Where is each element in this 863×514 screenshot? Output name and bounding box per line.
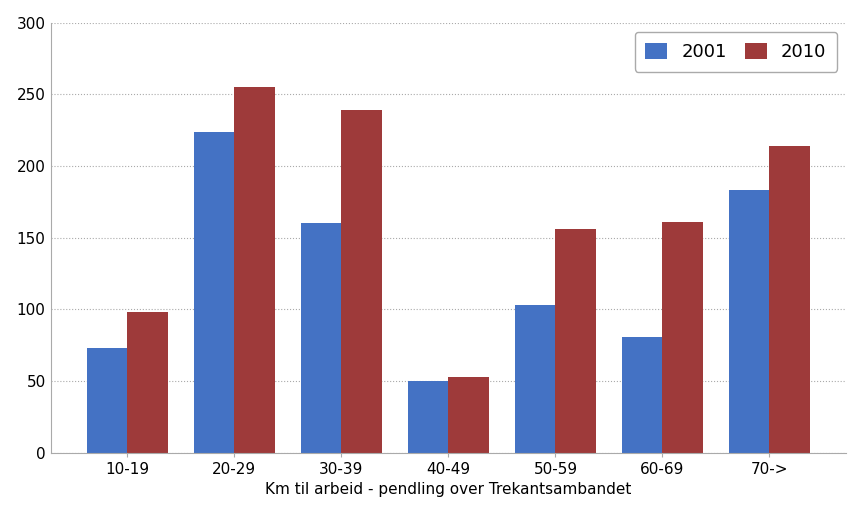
Legend: 2001, 2010: 2001, 2010: [634, 32, 837, 71]
X-axis label: Km til arbeid - pendling over Trekantsambandet: Km til arbeid - pendling over Trekantsam…: [265, 482, 632, 498]
Bar: [300, 224, 342, 453]
Bar: [235, 87, 275, 453]
Bar: [770, 146, 810, 453]
Bar: [342, 110, 382, 453]
Bar: [622, 337, 663, 453]
Bar: [128, 313, 168, 453]
Bar: [729, 190, 770, 453]
Bar: [515, 305, 556, 453]
Bar: [663, 222, 703, 453]
Bar: [86, 348, 128, 453]
Bar: [407, 381, 449, 453]
Bar: [556, 229, 596, 453]
Bar: [193, 132, 235, 453]
Bar: [449, 377, 489, 453]
